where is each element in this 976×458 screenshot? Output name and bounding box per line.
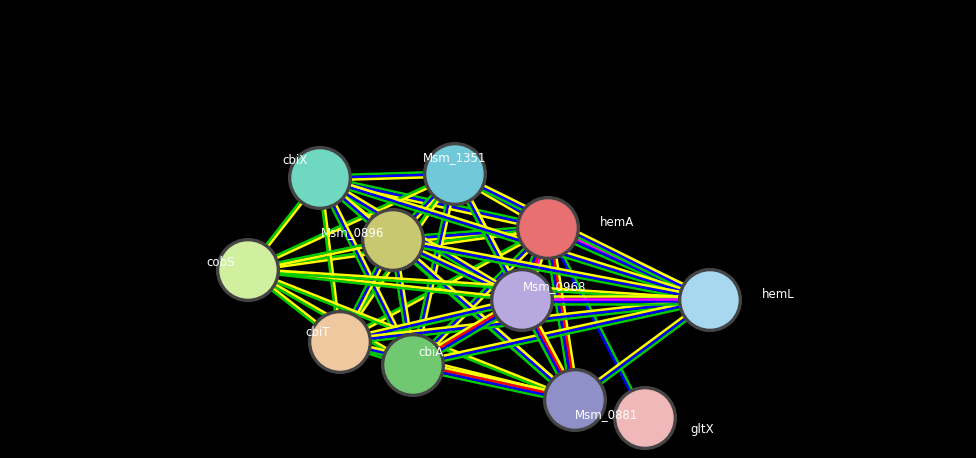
Text: cbiT: cbiT	[305, 327, 330, 339]
Text: cbiA: cbiA	[418, 345, 443, 359]
Circle shape	[494, 272, 550, 328]
Circle shape	[427, 146, 483, 202]
Text: cbiX: cbiX	[283, 154, 308, 168]
Text: Msm_0968: Msm_0968	[523, 280, 587, 294]
Text: gltX: gltX	[690, 424, 713, 436]
Text: Msm_0881: Msm_0881	[575, 409, 638, 421]
Circle shape	[312, 314, 368, 370]
Circle shape	[614, 387, 676, 449]
Circle shape	[516, 196, 580, 259]
Circle shape	[382, 333, 444, 396]
Circle shape	[292, 150, 348, 206]
Text: cobS: cobS	[207, 256, 235, 269]
Circle shape	[308, 311, 371, 373]
Circle shape	[547, 372, 603, 428]
Circle shape	[491, 269, 553, 331]
Circle shape	[678, 269, 742, 331]
Circle shape	[617, 390, 673, 446]
Circle shape	[289, 147, 351, 209]
Circle shape	[520, 200, 576, 256]
Circle shape	[385, 337, 441, 393]
Circle shape	[217, 239, 279, 301]
Text: hemA: hemA	[600, 216, 634, 229]
Text: Msm_0896: Msm_0896	[321, 227, 384, 240]
Circle shape	[362, 209, 425, 271]
Circle shape	[682, 272, 738, 328]
Circle shape	[424, 142, 486, 205]
Text: hemL: hemL	[762, 289, 794, 301]
Circle shape	[365, 212, 421, 268]
Circle shape	[220, 242, 276, 298]
Circle shape	[544, 369, 606, 431]
Text: Msm_1351: Msm_1351	[424, 152, 487, 164]
